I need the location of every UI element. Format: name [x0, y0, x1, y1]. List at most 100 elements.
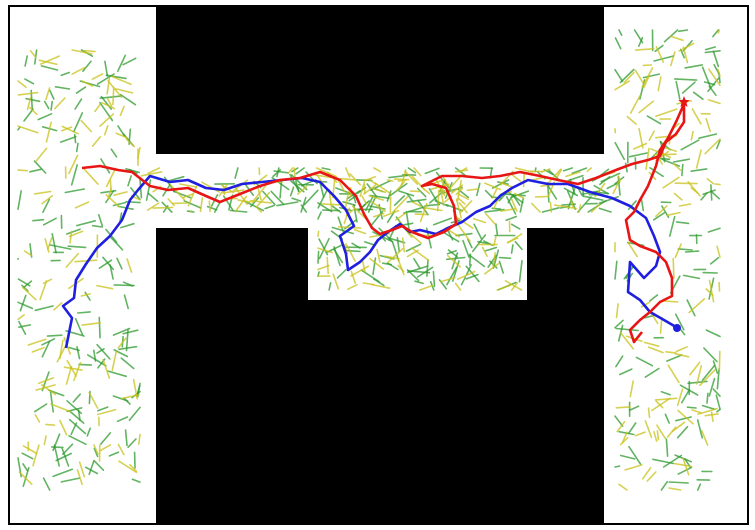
tree-edge-green	[716, 368, 720, 390]
tree-edge-yellow	[682, 457, 690, 476]
start-marker	[673, 324, 681, 332]
tree-edge-green	[73, 112, 84, 133]
tree-edge-green	[619, 454, 636, 460]
bottom-center-obstacle	[308, 300, 527, 524]
tree-edge-yellow	[17, 169, 29, 172]
tree-edge-yellow	[117, 337, 127, 349]
tree-edge-yellow	[674, 462, 693, 468]
tree-edge-yellow	[616, 420, 626, 433]
tree-edge-yellow	[320, 203, 340, 206]
tree-edge-yellow	[615, 303, 619, 319]
tree-edge-yellow	[111, 350, 117, 372]
tree-edge-yellow	[42, 278, 53, 285]
tree-edge-green	[66, 399, 83, 415]
tree-edge-green	[407, 270, 431, 274]
tree-edge-yellow	[132, 378, 138, 400]
tree-edge-yellow	[456, 270, 476, 281]
tree-edge-yellow	[60, 126, 73, 132]
tree-edge-green	[17, 278, 31, 287]
tree-edge-green	[465, 273, 479, 280]
tree-edge-yellow	[38, 59, 58, 66]
tree-edge-green	[75, 86, 87, 94]
tree-edge-green	[74, 98, 83, 110]
tree-edge-green	[391, 241, 400, 262]
tree-edge-yellow	[707, 99, 721, 105]
tree-edge-green	[344, 249, 361, 253]
tree-edge-yellow	[419, 284, 433, 291]
tree-edge-green	[571, 167, 588, 175]
tree-edge-yellow	[705, 117, 712, 133]
tree-edge-yellow	[76, 469, 83, 486]
tree-edge-yellow	[74, 259, 98, 263]
tree-edge-green	[642, 73, 661, 79]
tree-edge-yellow	[56, 343, 67, 363]
tree-edge-green	[708, 85, 717, 96]
tree-edge-green	[628, 405, 640, 411]
tree-edge-yellow	[413, 167, 422, 177]
tree-edge-yellow	[653, 430, 658, 442]
tree-edge-yellow	[80, 119, 93, 133]
tree-edge-green	[289, 186, 295, 197]
tree-edge-yellow	[69, 230, 73, 244]
tree-edge-green	[276, 201, 299, 207]
tree-edge-yellow	[91, 73, 104, 80]
tree-edge-green	[653, 55, 675, 62]
tree-edge-yellow	[28, 106, 38, 116]
tree-edge-green	[498, 260, 505, 274]
tree-edge-yellow	[350, 270, 357, 285]
tree-edge-green	[86, 427, 91, 437]
tree-edge-yellow	[682, 46, 689, 64]
tree-edge-green	[317, 189, 328, 209]
tree-edge-yellow	[643, 74, 651, 88]
tree-edge-yellow	[655, 400, 664, 409]
tree-edge-yellow	[370, 283, 391, 290]
tree-edge-yellow	[22, 445, 38, 455]
tree-edge-green	[51, 233, 57, 254]
tree-edge-yellow	[343, 244, 349, 255]
tree-edge-yellow	[704, 413, 719, 417]
tree-edge-green	[680, 139, 700, 151]
tree-edge-yellow	[115, 132, 128, 139]
tree-edge-yellow	[61, 125, 79, 135]
tree-edge-green	[682, 274, 701, 280]
tree-edge-green	[46, 334, 63, 337]
tree-edge-yellow	[125, 138, 135, 148]
tree-edge-green	[369, 194, 390, 199]
tree-edge-yellow	[678, 203, 692, 207]
tree-edge-green	[618, 29, 623, 37]
tree-edge-green	[567, 174, 584, 182]
tree-edge-green	[64, 188, 86, 194]
tree-edge-green	[104, 60, 109, 77]
tree-edge-green	[352, 193, 357, 204]
tree-edge-yellow	[147, 202, 160, 211]
tree-edge-green	[42, 198, 51, 214]
tree-edge-yellow	[708, 279, 715, 303]
tree-edge-green	[563, 187, 579, 197]
tree-edge-green	[110, 148, 118, 158]
tree-edge-green	[52, 433, 61, 452]
tree-edge-green	[131, 478, 141, 483]
tree-edge-green	[372, 257, 377, 276]
tree-edge-yellow	[167, 198, 175, 207]
tree-edge-yellow	[710, 411, 714, 423]
tree-edge-green	[68, 418, 87, 435]
tree-edge-green	[42, 217, 57, 226]
tree-edge-green	[33, 160, 47, 174]
tree-edge-yellow	[457, 197, 466, 205]
tree-edge-green	[300, 196, 307, 213]
tree-edge-yellow	[458, 202, 468, 214]
tree-edge-green	[24, 78, 35, 85]
tree-edge-green	[123, 294, 129, 310]
tree-edge-yellow	[362, 282, 375, 286]
tree-edge-green	[21, 452, 34, 460]
tree-edge-yellow	[17, 91, 39, 96]
tree-edge-yellow	[446, 254, 462, 268]
tree-edge-green	[289, 173, 300, 192]
tree-edge-green	[366, 183, 378, 198]
tree-edge-green	[498, 256, 512, 260]
tree-edge-yellow	[337, 179, 346, 193]
tree-edge-green	[25, 97, 41, 103]
tree-edge-yellow	[346, 283, 358, 291]
tree-edge-yellow	[152, 206, 174, 209]
tree-edge-green	[649, 167, 664, 178]
